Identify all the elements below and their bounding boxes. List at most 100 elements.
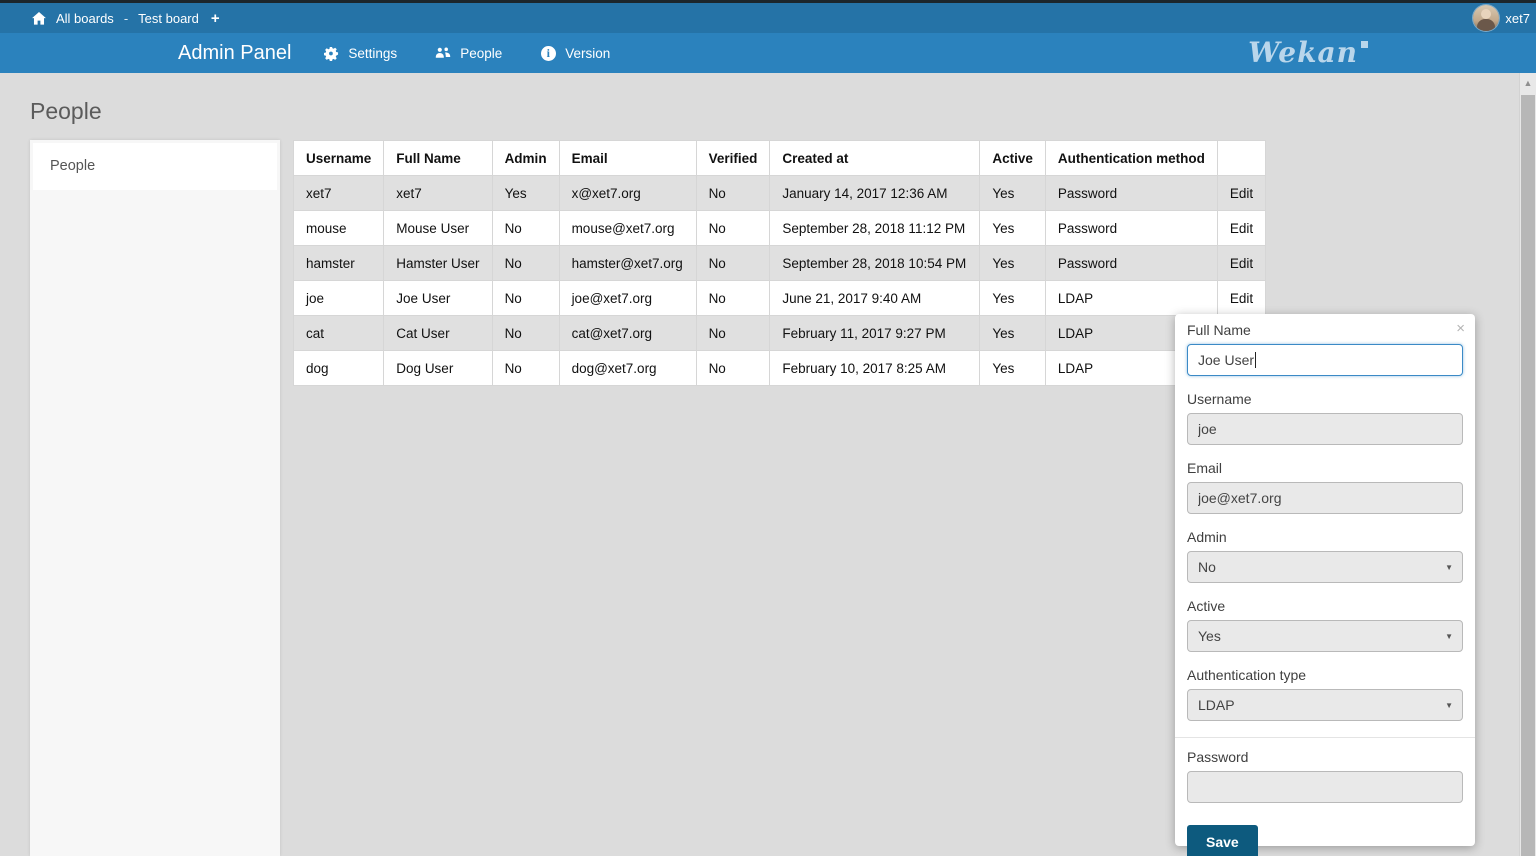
cell-authentication-method: Password: [1044, 175, 1218, 211]
cell-action: Edit: [1216, 280, 1267, 316]
add-board-icon[interactable]: +: [210, 9, 220, 27]
breadcrumb-bar: All boards - Test board + xet7: [0, 3, 1536, 33]
scroll-up-icon[interactable]: ▲: [1523, 78, 1533, 88]
home-icon[interactable]: [32, 11, 46, 25]
cell-verified: No: [695, 350, 771, 386]
panel-divider: [1175, 737, 1475, 738]
breadcrumb-board[interactable]: Test board: [138, 10, 199, 26]
cell-username: cat: [292, 315, 385, 351]
cell-verified: No: [695, 245, 771, 281]
table-row: cat Cat User No cat@xet7.org No February 11, …: [292, 315, 1267, 351]
cell-verified: No: [695, 175, 771, 211]
column-header-authentication-method: Authentication method: [1044, 140, 1218, 176]
column-header-full-name: Full Name: [383, 140, 493, 176]
column-header-active: Active: [979, 140, 1046, 176]
cell-email: cat@xet7.org: [558, 315, 697, 351]
sidebar: People: [30, 140, 280, 856]
admin-nav: Settings People i Version: [323, 45, 610, 61]
save-button[interactable]: Save: [1187, 825, 1258, 856]
people-table: Username Full Name Admin Email Verified Creat…: [292, 140, 1267, 386]
cell-action: Edit: [1216, 245, 1267, 281]
cell-admin: No: [491, 350, 560, 386]
edit-link[interactable]: Edit: [1229, 255, 1254, 271]
nav-settings[interactable]: Settings: [323, 45, 397, 61]
column-header-admin: Admin: [491, 140, 560, 176]
close-icon[interactable]: ×: [1456, 320, 1465, 337]
email-input[interactable]: [1187, 482, 1463, 514]
gear-icon: [323, 45, 339, 61]
cell-created-at: September 28, 2018 11:12 PM: [769, 210, 981, 246]
nav-settings-label: Settings: [348, 45, 398, 61]
cell-username: dog: [292, 350, 385, 386]
people-icon: [435, 45, 451, 61]
table-row: mouse Mouse User No mouse@xet7.org No Septemb…: [292, 210, 1267, 246]
active-select[interactable]: Yes ▼: [1187, 620, 1463, 652]
chevron-down-icon: ▼: [1445, 562, 1453, 572]
cell-username: hamster: [292, 245, 385, 281]
cell-created-at: September 28, 2018 10:54 PM: [769, 245, 981, 281]
admin-select[interactable]: No ▼: [1187, 551, 1463, 583]
cell-admin: No: [491, 245, 560, 281]
column-header-username: Username: [292, 140, 385, 176]
auth-type-select[interactable]: LDAP ▼: [1187, 689, 1463, 721]
cell-full-name: Joe User: [383, 280, 493, 316]
email-label: Email: [1187, 460, 1223, 476]
avatar[interactable]: [1473, 5, 1500, 31]
cell-authentication-method: Password: [1044, 210, 1218, 246]
cell-admin: No: [491, 315, 560, 351]
cell-active: Yes: [979, 350, 1046, 386]
scrollbar-thumb[interactable]: [1521, 95, 1535, 856]
cell-email: hamster@xet7.org: [558, 245, 697, 281]
breadcrumb-all-boards[interactable]: All boards: [56, 10, 114, 26]
table-row: xet7 xet7 Yes x@xet7.org No January 14, 2017 …: [292, 175, 1267, 211]
full-name-input[interactable]: Joe User: [1187, 344, 1463, 376]
cell-full-name: Cat User: [383, 315, 493, 351]
user-menu[interactable]: xet7: [1473, 5, 1530, 31]
cell-email: joe@xet7.org: [558, 280, 697, 316]
people-table-section: Username Full Name Admin Email Verified Creat…: [292, 140, 1267, 386]
edit-link[interactable]: Edit: [1229, 185, 1254, 201]
admin-panel-title: Admin Panel: [178, 41, 292, 64]
username-input[interactable]: [1187, 413, 1463, 445]
table-row: hamster Hamster User No hamster@xet7.org No S…: [292, 245, 1267, 281]
edit-link[interactable]: Edit: [1229, 220, 1254, 236]
wekan-logo: Wekan: [1248, 36, 1368, 69]
window-top-strip: [0, 0, 1536, 3]
admin-label: Admin: [1187, 529, 1227, 545]
cell-full-name: Dog User: [383, 350, 493, 386]
nav-people[interactable]: People: [435, 45, 502, 61]
column-header-created-at: Created at: [769, 140, 981, 176]
breadcrumb-separator: -: [123, 10, 129, 26]
cell-username: mouse: [292, 210, 385, 246]
edit-link[interactable]: Edit: [1229, 290, 1254, 306]
page-title: People: [30, 98, 102, 124]
cell-email: x@xet7.org: [558, 175, 697, 211]
column-header-email: Email: [558, 140, 697, 176]
chevron-down-icon: ▼: [1445, 631, 1453, 641]
sidebar-item-people[interactable]: People: [33, 143, 277, 190]
user-name: xet7: [1505, 10, 1530, 26]
page-scrollbar[interactable]: ▲: [1519, 73, 1536, 856]
password-input[interactable]: [1187, 771, 1463, 803]
username-label: Username: [1187, 391, 1252, 407]
cell-action: Edit: [1216, 210, 1267, 246]
cell-email: dog@xet7.org: [558, 350, 697, 386]
cell-full-name: Hamster User: [383, 245, 493, 281]
cell-action: Edit: [1216, 175, 1267, 211]
cell-created-at: February 10, 2017 8:25 AM: [769, 350, 981, 386]
cell-username: xet7: [292, 175, 385, 211]
table-row: joe Joe User No joe@xet7.org No June 21, 2017…: [292, 280, 1267, 316]
text-caret: [1255, 352, 1257, 368]
active-label: Active: [1187, 598, 1226, 614]
logo-dot: [1361, 41, 1368, 48]
people-table-body: xet7 xet7 Yes x@xet7.org No January 14, 2017 …: [292, 175, 1267, 386]
cell-email: mouse@xet7.org: [558, 210, 697, 246]
password-label: Password: [1187, 749, 1249, 765]
cell-verified: No: [695, 280, 771, 316]
nav-version[interactable]: i Version: [540, 45, 610, 61]
cell-active: Yes: [979, 175, 1046, 211]
cell-created-at: February 11, 2017 9:27 PM: [769, 315, 981, 351]
cell-full-name: Mouse User: [383, 210, 493, 246]
cell-verified: No: [695, 315, 771, 351]
